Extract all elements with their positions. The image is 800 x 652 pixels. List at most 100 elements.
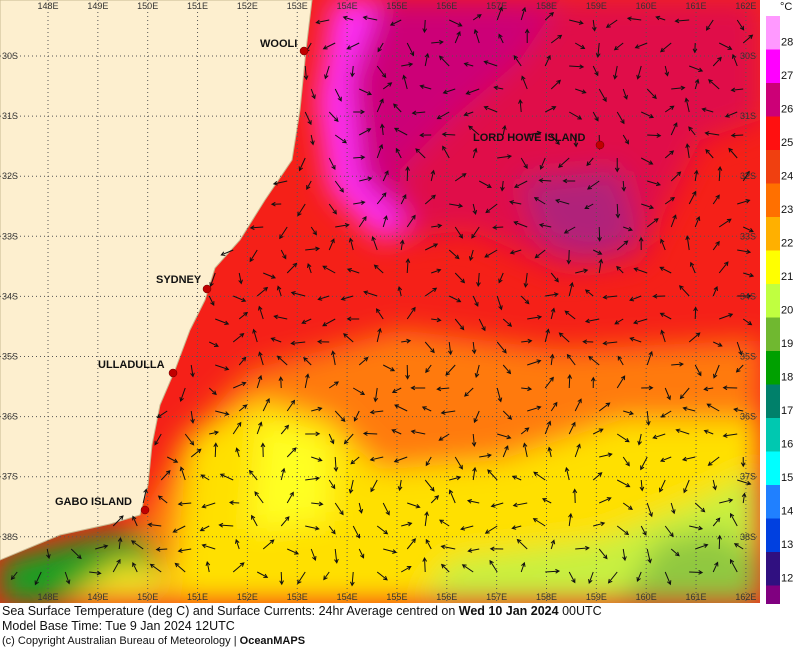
arrow: [449, 19, 463, 27]
arrow: [270, 337, 282, 343]
arrow: [424, 287, 438, 297]
lon-label: 156E: [436, 1, 457, 11]
arrow: [602, 294, 618, 300]
arrow: [132, 561, 138, 573]
arrow: [393, 456, 408, 463]
lat-label: 37S: [740, 472, 756, 482]
arrow: [358, 502, 364, 514]
arrow: [550, 272, 559, 283]
arrow: [718, 218, 732, 228]
arrow: [646, 88, 657, 100]
arrow: [584, 289, 594, 297]
arrow: [605, 19, 618, 28]
arrow: [598, 258, 604, 274]
arrow: [286, 399, 296, 412]
arrow: [328, 525, 336, 535]
arrow: [660, 329, 666, 343]
arrow: [280, 467, 286, 481]
arrow: [117, 537, 123, 550]
lat-label: 34S: [740, 291, 756, 301]
arrow: [493, 85, 504, 91]
arrow: [256, 571, 269, 578]
colorbar-swatch: [766, 284, 780, 318]
arrow: [238, 272, 243, 285]
arrow: [599, 452, 613, 458]
arrow: [442, 88, 456, 95]
arrow: [737, 293, 752, 299]
arrow: [694, 215, 701, 228]
arrow: [251, 514, 258, 527]
arrow: [483, 60, 498, 67]
arrow: [208, 387, 217, 396]
arrow: [527, 314, 543, 320]
arrow: [545, 568, 561, 574]
arrow: [616, 479, 631, 488]
arrow: [613, 65, 618, 80]
arrow: [489, 546, 504, 552]
arrow: [550, 307, 556, 320]
arrow: [406, 42, 415, 57]
arrow: [279, 226, 288, 240]
arrow: [599, 497, 612, 504]
lat-label: 31S: [740, 111, 756, 121]
arrow: [147, 522, 162, 528]
arrow: [555, 198, 570, 205]
arrow: [733, 543, 744, 550]
arrow: [689, 570, 704, 575]
arrow: [208, 295, 215, 307]
arrow: [472, 14, 482, 21]
colorbar-label: 27: [781, 70, 793, 82]
arrow: [395, 147, 402, 159]
arrow: [622, 548, 627, 562]
arrow: [550, 539, 556, 550]
colorbar-label: 25: [781, 137, 793, 149]
arrow: [215, 318, 230, 326]
arrow: [298, 157, 306, 172]
land: [0, 0, 313, 561]
arrow: [616, 525, 630, 536]
arrow: [489, 559, 498, 573]
arrow: [440, 410, 456, 415]
map: 148E 148E 149E 149E 150E 150E 151E 151E 152E 152E…: [0, 0, 793, 604]
lon-label: 155E: [386, 592, 407, 602]
arrow: [303, 65, 309, 81]
arrow: [397, 285, 403, 297]
arrow: [544, 376, 554, 389]
arrow: [538, 178, 552, 183]
arrow: [590, 376, 596, 389]
arrow: [315, 19, 330, 25]
arrow: [233, 295, 247, 302]
arrow: [424, 511, 429, 527]
arrow: [598, 402, 611, 412]
arrow: [497, 154, 513, 159]
arrow: [334, 502, 344, 516]
arrow: [575, 268, 589, 274]
arrow: [155, 547, 168, 552]
arrow: [598, 548, 608, 560]
lat-label: 32S: [740, 171, 756, 181]
arrow: [646, 218, 659, 228]
arrow: [334, 410, 346, 423]
arrow: [694, 502, 706, 513]
arrow: [205, 561, 211, 573]
arrow: [712, 517, 721, 527]
arrow: [424, 243, 439, 251]
arrow: [567, 373, 573, 389]
colorbar-swatch: [766, 384, 780, 418]
arrow: [382, 502, 390, 516]
arrow: [346, 268, 360, 274]
arrow: [256, 286, 269, 297]
arrow: [376, 525, 389, 535]
arrow: [549, 353, 555, 366]
colorbar-swatch: [766, 116, 780, 150]
arrow: [621, 180, 627, 192]
arrow: [200, 474, 210, 481]
arrow: [641, 111, 655, 119]
arrow: [633, 318, 648, 325]
colorbar-label: 14: [781, 505, 793, 517]
arrow: [582, 339, 594, 345]
arrow: [544, 328, 550, 343]
colorbar-label: 15: [781, 472, 793, 484]
lon-label: 149E: [87, 1, 108, 11]
arrow: [286, 262, 298, 274]
